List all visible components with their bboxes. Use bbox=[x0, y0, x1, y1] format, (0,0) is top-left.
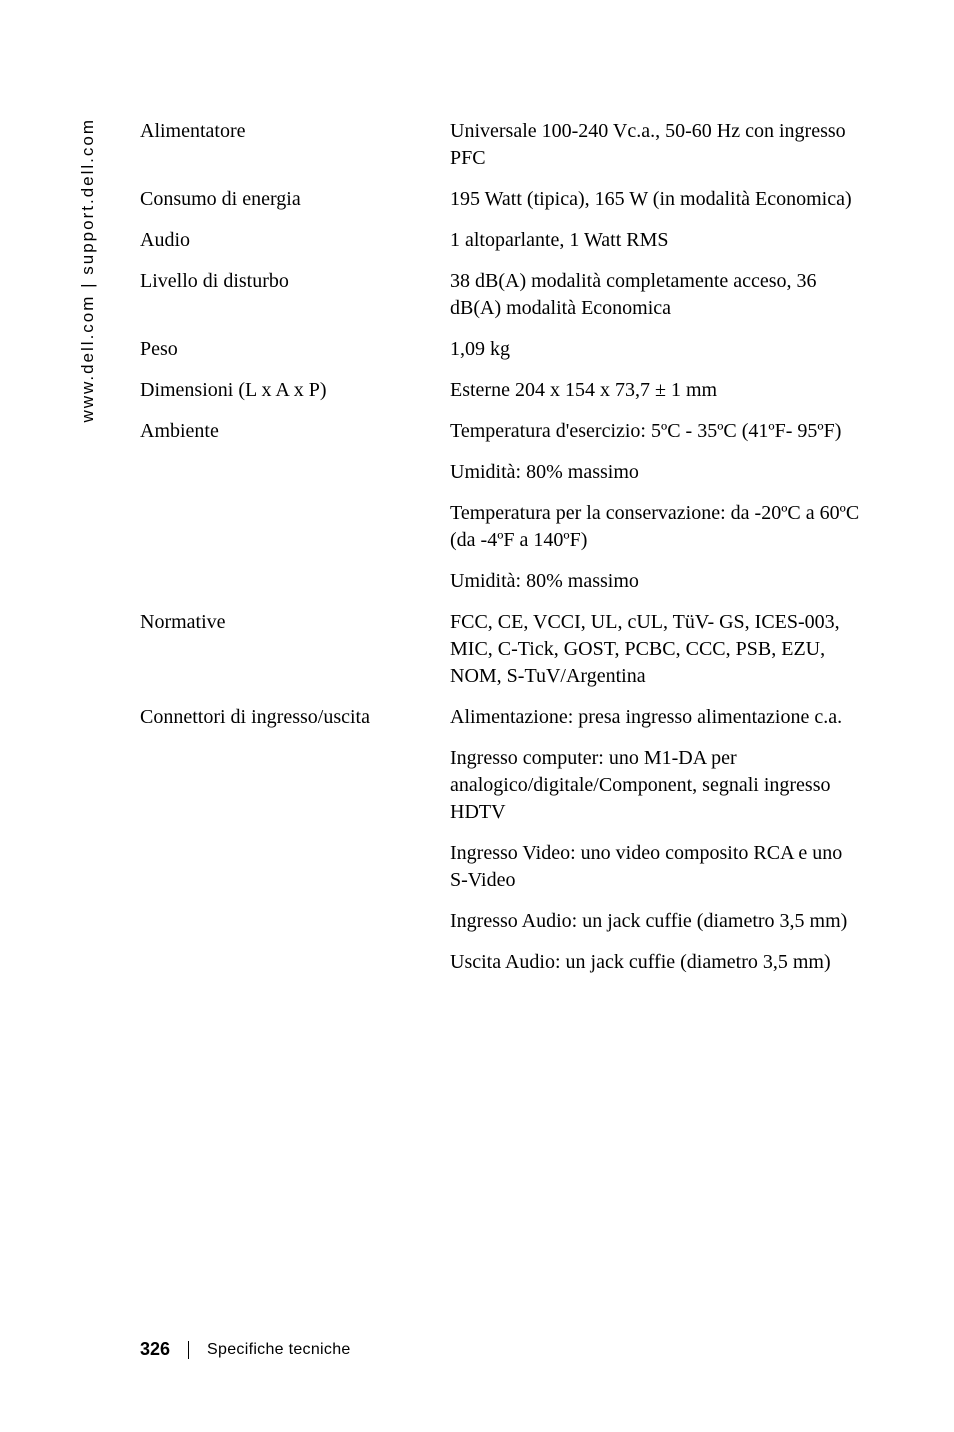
spec-value: Alimentazione: presa ingresso alimentazi… bbox=[450, 704, 860, 731]
spec-row: Connettori di ingresso/uscitaAlimentazio… bbox=[140, 704, 860, 976]
spec-row: Dimensioni (L x A x P)Esterne 204 x 154 … bbox=[140, 377, 860, 404]
spec-row: Peso1,09 kg bbox=[140, 336, 860, 363]
spec-value: Uscita Audio: un jack cuffie (diametro 3… bbox=[450, 949, 860, 976]
spec-value: Temperatura per la conservazione: da -20… bbox=[450, 500, 860, 554]
spec-label: Ambiente bbox=[140, 418, 450, 445]
spec-row: NormativeFCC, CE, VCCI, UL, cUL, TüV- GS… bbox=[140, 609, 860, 690]
spec-value-group: FCC, CE, VCCI, UL, cUL, TüV- GS, ICES-00… bbox=[450, 609, 860, 690]
spec-value: Esterne 204 x 154 x 73,7 ± 1 mm bbox=[450, 377, 860, 404]
spec-row: Consumo di energia195 Watt (tipica), 165… bbox=[140, 186, 860, 213]
spec-row: Audio1 altoparlante, 1 Watt RMS bbox=[140, 227, 860, 254]
sidebar-url: www.dell.com | support.dell.com bbox=[78, 118, 98, 423]
page-footer: 326 Specifiche tecniche bbox=[140, 1339, 351, 1360]
spec-label: Normative bbox=[140, 609, 450, 636]
spec-row: AmbienteTemperatura d'esercizio: 5ºC - 3… bbox=[140, 418, 860, 595]
spec-label: Consumo di energia bbox=[140, 186, 450, 213]
spec-value: Umidità: 80% massimo bbox=[450, 568, 860, 595]
spec-value-group: 195 Watt (tipica), 165 W (in modalità Ec… bbox=[450, 186, 860, 213]
spec-value: Ingresso Audio: un jack cuffie (diametro… bbox=[450, 908, 860, 935]
spec-value: Ingresso Video: uno video composito RCA … bbox=[450, 840, 860, 894]
spec-value: Ingresso computer: uno M1-DA per analogi… bbox=[450, 745, 860, 826]
spec-value-group: Temperatura d'esercizio: 5ºC - 35ºC (41º… bbox=[450, 418, 860, 595]
spec-label: Peso bbox=[140, 336, 450, 363]
footer-divider bbox=[188, 1341, 189, 1359]
spec-label: Alimentatore bbox=[140, 118, 450, 145]
spec-value-group: Esterne 204 x 154 x 73,7 ± 1 mm bbox=[450, 377, 860, 404]
spec-value-group: 1,09 kg bbox=[450, 336, 860, 363]
spec-row: Livello di disturbo38 dB(A) modalità com… bbox=[140, 268, 860, 322]
spec-value: Universale 100-240 Vc.a., 50-60 Hz con i… bbox=[450, 118, 860, 172]
spec-value-group: 38 dB(A) modalità completamente acceso, … bbox=[450, 268, 860, 322]
spec-label: Audio bbox=[140, 227, 450, 254]
spec-value: Umidità: 80% massimo bbox=[450, 459, 860, 486]
spec-value: 1 altoparlante, 1 Watt RMS bbox=[450, 227, 860, 254]
page-number: 326 bbox=[140, 1339, 170, 1360]
spec-label: Connettori di ingresso/uscita bbox=[140, 704, 450, 731]
footer-section-title: Specifiche tecniche bbox=[207, 1341, 351, 1359]
spec-value: 1,09 kg bbox=[450, 336, 860, 363]
specs-table: AlimentatoreUniversale 100-240 Vc.a., 50… bbox=[140, 118, 860, 990]
spec-value-group: 1 altoparlante, 1 Watt RMS bbox=[450, 227, 860, 254]
spec-value: 38 dB(A) modalità completamente acceso, … bbox=[450, 268, 860, 322]
spec-value: Temperatura d'esercizio: 5ºC - 35ºC (41º… bbox=[450, 418, 860, 445]
spec-value: 195 Watt (tipica), 165 W (in modalità Ec… bbox=[450, 186, 860, 213]
spec-row: AlimentatoreUniversale 100-240 Vc.a., 50… bbox=[140, 118, 860, 172]
spec-label: Livello di disturbo bbox=[140, 268, 450, 295]
spec-value-group: Alimentazione: presa ingresso alimentazi… bbox=[450, 704, 860, 976]
spec-label: Dimensioni (L x A x P) bbox=[140, 377, 450, 404]
spec-value: FCC, CE, VCCI, UL, cUL, TüV- GS, ICES-00… bbox=[450, 609, 860, 690]
spec-value-group: Universale 100-240 Vc.a., 50-60 Hz con i… bbox=[450, 118, 860, 172]
